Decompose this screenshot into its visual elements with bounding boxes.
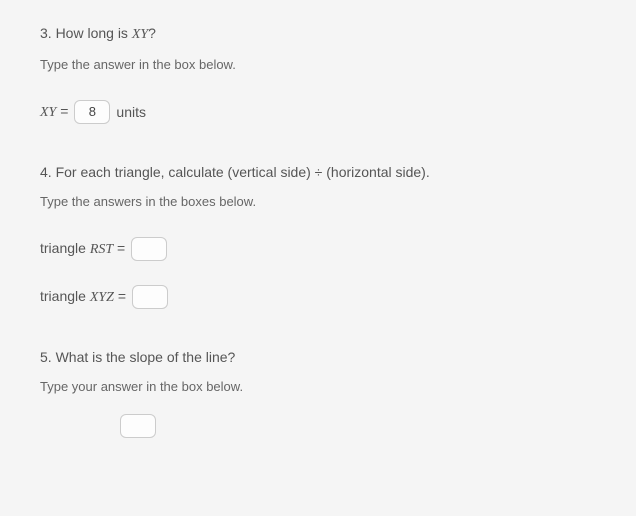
q4-row1-prefix: triangle bbox=[40, 240, 90, 256]
q3-title-var: XY bbox=[132, 27, 148, 42]
q4-row1-label: triangle RST = bbox=[40, 240, 125, 258]
q4-row1-input[interactable] bbox=[131, 237, 167, 261]
q5-title: 5. What is the slope of the line? bbox=[40, 349, 596, 365]
q4-row2-prefix: triangle bbox=[40, 288, 90, 304]
q4-row2-input[interactable] bbox=[132, 285, 168, 309]
q3-title-prefix: 3. How long is bbox=[40, 25, 132, 41]
q3-answer-input[interactable]: 8 bbox=[74, 100, 110, 124]
q3-answer-row: XY = 8 units bbox=[40, 100, 596, 124]
q3-label: XY = bbox=[40, 103, 68, 121]
q3-units: units bbox=[116, 104, 146, 120]
q3-equals: = bbox=[56, 103, 68, 119]
q4-title: 4. For each triangle, calculate (vertica… bbox=[40, 164, 596, 180]
q3-title: 3. How long is XY? bbox=[40, 25, 596, 43]
q3-instruction: Type the answer in the box below. bbox=[40, 57, 596, 72]
q3-label-var: XY bbox=[40, 105, 56, 120]
q4-row2-label: triangle XYZ = bbox=[40, 288, 126, 306]
q4-row2-var: XYZ bbox=[90, 290, 114, 305]
q4-row2-equals: = bbox=[114, 288, 126, 304]
q5-answer-row bbox=[120, 414, 596, 443]
q4-row2: triangle XYZ = bbox=[40, 285, 596, 309]
q4-row1-var: RST bbox=[90, 242, 113, 257]
q3-title-suffix: ? bbox=[148, 25, 156, 41]
q4-row1-equals: = bbox=[113, 240, 125, 256]
q4-row1: triangle RST = bbox=[40, 237, 596, 261]
q5-instruction: Type your answer in the box below. bbox=[40, 379, 596, 394]
q4-instruction: Type the answers in the boxes below. bbox=[40, 194, 596, 209]
q5-answer-input[interactable] bbox=[120, 414, 156, 438]
